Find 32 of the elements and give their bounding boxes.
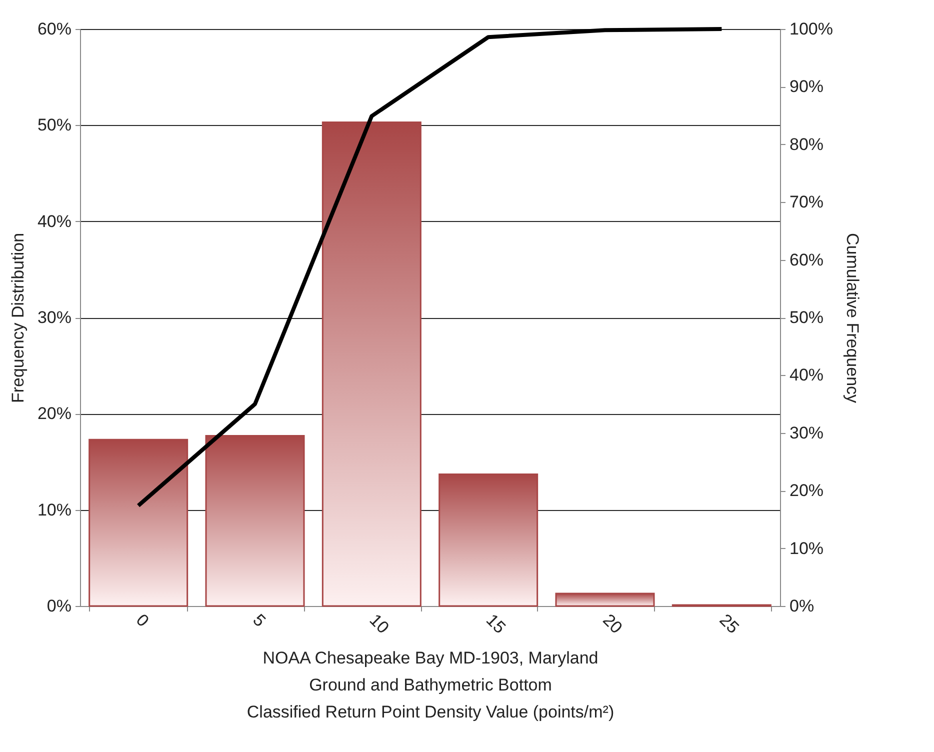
bar [322,122,422,607]
y-tick-label: 10% [37,500,72,520]
y2-tick-label: 60% [790,250,824,270]
y2-tick-label: 0% [790,596,814,616]
y2-tick-label: 80% [790,134,824,154]
x-tick-label: 20 [599,610,626,638]
x-tick-label: 25 [716,610,743,638]
y-tick-label: 50% [37,116,72,135]
y2-tick-label: 30% [790,423,824,442]
y2-tick-label: 50% [790,308,824,327]
y2-tick-label: 10% [790,538,824,558]
bar [555,592,655,607]
x-tick-label: 5 [249,610,270,631]
y-tick-label: 60% [37,20,72,38]
y2-tick-label: 20% [790,481,824,500]
x-axis-title: NOAA Chesapeake Bay MD-1903, Maryland Ground and Bathymetric Bottom Classified Return Point Density Value (points/m²) [246,648,614,722]
y-tick-label: 0% [46,596,72,616]
y2-tick-label: 100% [790,20,833,38]
bar [88,438,188,607]
y-tick-label: 40% [37,212,72,231]
y2-tick-label: 70% [790,192,824,212]
y-tick-label: 30% [37,308,72,327]
y2-tick-label: 40% [790,366,824,385]
bar [438,474,538,607]
x-tick-label: 0 [132,610,153,631]
x-tick-label: 10 [366,610,393,638]
x-tick-label: 15 [482,610,510,638]
y2-tick-label: 90% [790,77,824,96]
bar [205,435,305,607]
y-tick-label: 20% [37,404,72,424]
y2-axis-title: Cumulative Frequency [842,232,862,404]
y-axis-title: Frequency Distribution [8,232,28,404]
